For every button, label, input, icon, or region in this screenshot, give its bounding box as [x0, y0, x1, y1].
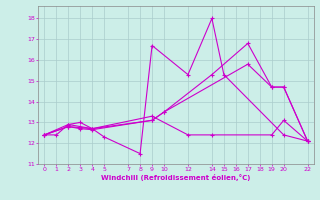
X-axis label: Windchill (Refroidissement éolien,°C): Windchill (Refroidissement éolien,°C)	[101, 174, 251, 181]
